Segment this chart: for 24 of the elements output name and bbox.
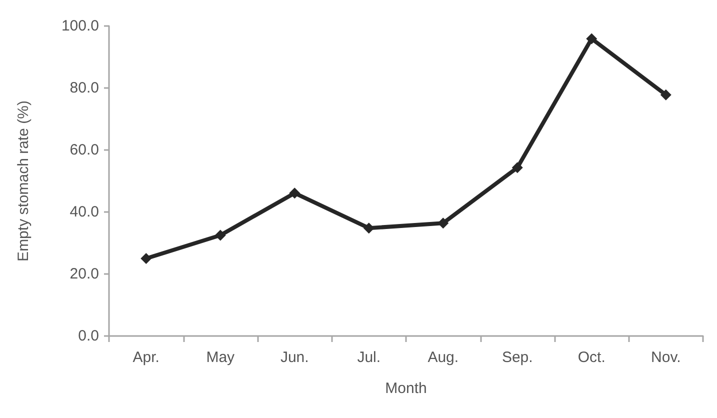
point	[512, 162, 523, 174]
y-tick-label: 0.0	[78, 328, 99, 344]
point	[140, 253, 152, 264]
y-axis-title: Empty stomach rate (%)	[15, 100, 32, 262]
y-tick-label: 20.0	[70, 266, 99, 282]
y-tick-label: 60.0	[70, 142, 99, 158]
point	[363, 222, 374, 234]
x-tick-label: Apr.	[132, 349, 160, 366]
x-tick-label: Nov.	[651, 349, 681, 366]
x-tick-label: Oct.	[578, 349, 606, 366]
x-tick-label: Sep.	[502, 349, 533, 366]
y-tick-label: 80.0	[70, 80, 99, 96]
x-tick-label: Jul.	[357, 349, 381, 366]
x-axis-title: Month	[385, 380, 427, 397]
x-tick-label: May	[206, 349, 236, 366]
x-tick-label: Jun.	[280, 349, 309, 366]
y-tick-label: 100.0	[61, 18, 99, 34]
point	[289, 188, 300, 199]
point	[660, 89, 672, 100]
x-tick-label: Aug.	[428, 349, 459, 366]
point	[438, 218, 449, 229]
point	[586, 33, 598, 44]
point	[214, 230, 226, 241]
y-tick-label: 40.0	[70, 204, 99, 220]
